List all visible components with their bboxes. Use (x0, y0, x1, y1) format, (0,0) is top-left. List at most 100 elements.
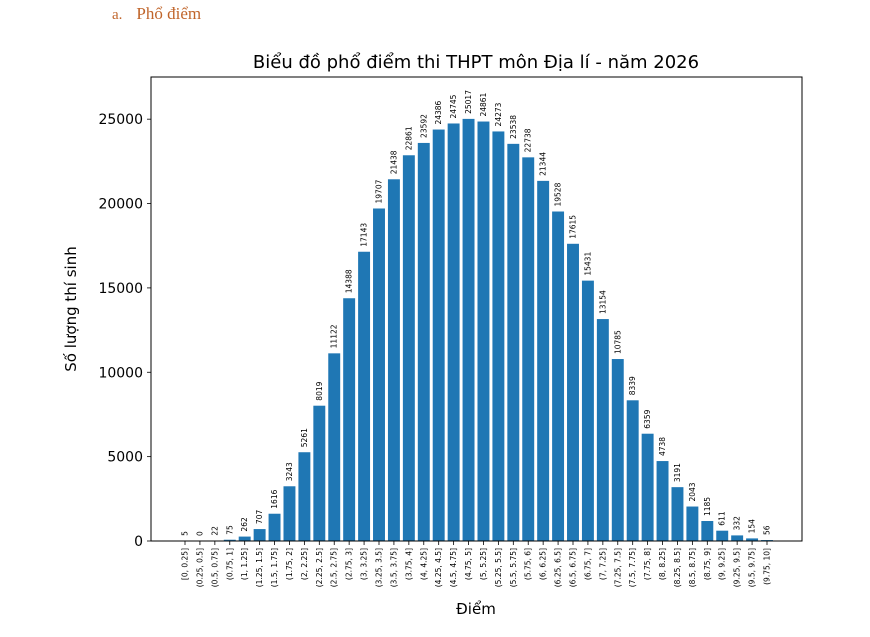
bar (223, 539, 236, 541)
x-tick-label: (4.5, 4.75] (449, 548, 458, 587)
bar (462, 118, 475, 541)
bar (253, 529, 266, 541)
bar (358, 251, 371, 541)
bar (432, 129, 445, 542)
bar (671, 487, 684, 541)
x-tick-label: (0.75, 1] (225, 548, 234, 580)
bar-value-label: 13154 (598, 290, 607, 314)
x-axis-label: Điểm (456, 600, 496, 618)
x-tick-label: (3.5, 3.75] (389, 548, 398, 587)
bar (746, 538, 759, 541)
bar-value-label: 23592 (419, 114, 428, 138)
x-tick-label: (5.75, 6] (524, 548, 533, 580)
x-tick-label: (9, 9.25] (718, 548, 727, 580)
x-tick-label: (0.25, 0.5] (195, 548, 204, 587)
bar (268, 513, 281, 541)
bar-value-label: 611 (718, 511, 727, 526)
y-tick-label: 20000 (98, 197, 143, 213)
bar (552, 211, 565, 541)
x-tick-label: (8, 8.25] (658, 548, 667, 580)
bar-value-label: 19707 (375, 179, 384, 203)
bar (417, 142, 430, 541)
bar (373, 208, 385, 542)
bar (328, 353, 341, 541)
bar (626, 400, 639, 541)
bar-value-label: 22738 (524, 128, 533, 152)
bar (238, 536, 251, 541)
bar-value-label: 3191 (673, 463, 682, 482)
bar (656, 461, 669, 541)
x-tick-label: (5.5, 5.75] (509, 548, 518, 587)
bar-value-label: 24386 (434, 100, 443, 124)
bar (596, 319, 609, 541)
x-tick-label: (2.25, 2.5] (315, 548, 324, 587)
bar-value-label: 75 (225, 525, 234, 535)
bar (567, 243, 579, 542)
section-title: Phổ điểm (136, 4, 202, 23)
x-tick-label: (8.5, 8.75] (688, 548, 697, 587)
x-tick-label: (1.25, 1.5] (255, 548, 264, 587)
bar (507, 143, 520, 541)
x-tick-label: (7, 7.25] (598, 548, 607, 580)
x-tick-label: (2.5, 2.75] (330, 548, 339, 587)
section-number: a. (112, 7, 123, 23)
bar-value-label: 22 (210, 526, 219, 536)
bar (701, 521, 714, 541)
bar-value-label: 14388 (345, 269, 354, 293)
bar (686, 506, 699, 541)
x-tick-label: (1.5, 1.75] (270, 548, 279, 587)
x-tick-label: (1.75, 2] (285, 548, 294, 580)
x-tick-label: (0.5, 0.75] (210, 548, 219, 587)
x-tick-label: (3.75, 4] (404, 548, 413, 580)
x-tick-label: (6.5, 6.75] (569, 548, 578, 587)
bar-value-label: 332 (733, 516, 742, 531)
bar-value-label: 3243 (285, 462, 294, 481)
y-tick-label: 25000 (98, 112, 143, 128)
y-axis: 0 5000 10000 15000 20000 25000 (98, 112, 151, 550)
x-tick-label: (9.75, 10] (763, 548, 772, 585)
x-tick-label: (2, 2.25] (300, 548, 309, 580)
bar-value-label: 5261 (300, 428, 309, 447)
chart-title: Biểu đồ phổ điểm thi THPT môn Địa lí - n… (253, 52, 699, 73)
bar-value-label: 10785 (613, 330, 622, 354)
bar-value-label: 56 (763, 525, 772, 535)
bar-value-label: 4738 (658, 437, 667, 456)
x-tick-label: (5.25, 5.5] (494, 548, 503, 587)
bar-value-label: 24861 (479, 92, 488, 116)
bar (477, 121, 490, 541)
section-heading: a. Phổ điểm (112, 4, 201, 24)
bar (611, 359, 624, 541)
x-tick-label: (4, 4.25] (419, 548, 428, 580)
bar-value-label: 19528 (554, 182, 563, 206)
bar-value-label: 262 (240, 517, 249, 532)
bar-value-label: 1185 (703, 497, 712, 516)
bar-value-label: 8019 (315, 381, 324, 400)
bar (447, 123, 460, 541)
y-tick-label: 0 (134, 534, 143, 550)
bar (522, 157, 535, 541)
bar-value-label: 15431 (583, 252, 592, 276)
x-tick-label: (7.25, 7.5] (613, 548, 622, 587)
x-tick-label: (4.25, 4.5] (434, 548, 443, 587)
bar-value-label: 5 (181, 531, 190, 536)
bar-value-label: 0 (195, 531, 204, 536)
bar-value-label: 707 (255, 510, 264, 525)
x-tick-label: (3, 3.25] (360, 548, 369, 580)
x-tick-label: (1, 1.25] (240, 548, 249, 580)
bar (313, 405, 326, 541)
bar (641, 433, 654, 541)
bar-value-label: 154 (748, 519, 757, 534)
x-tick-label: (7.5, 7.75] (628, 548, 637, 587)
bar (298, 452, 311, 541)
x-tick-label: (2.75, 3] (345, 548, 354, 580)
y-tick-label: 5000 (107, 450, 143, 466)
bar-value-label: 2043 (688, 482, 697, 501)
plot-frame (150, 76, 803, 542)
bar-value-label: 1616 (270, 489, 279, 508)
bars-group (179, 118, 773, 542)
bar (283, 486, 296, 541)
bar (343, 298, 356, 541)
bar (581, 280, 594, 541)
bar-value-label: 17615 (569, 215, 578, 239)
bar-value-label: 22861 (404, 126, 413, 150)
